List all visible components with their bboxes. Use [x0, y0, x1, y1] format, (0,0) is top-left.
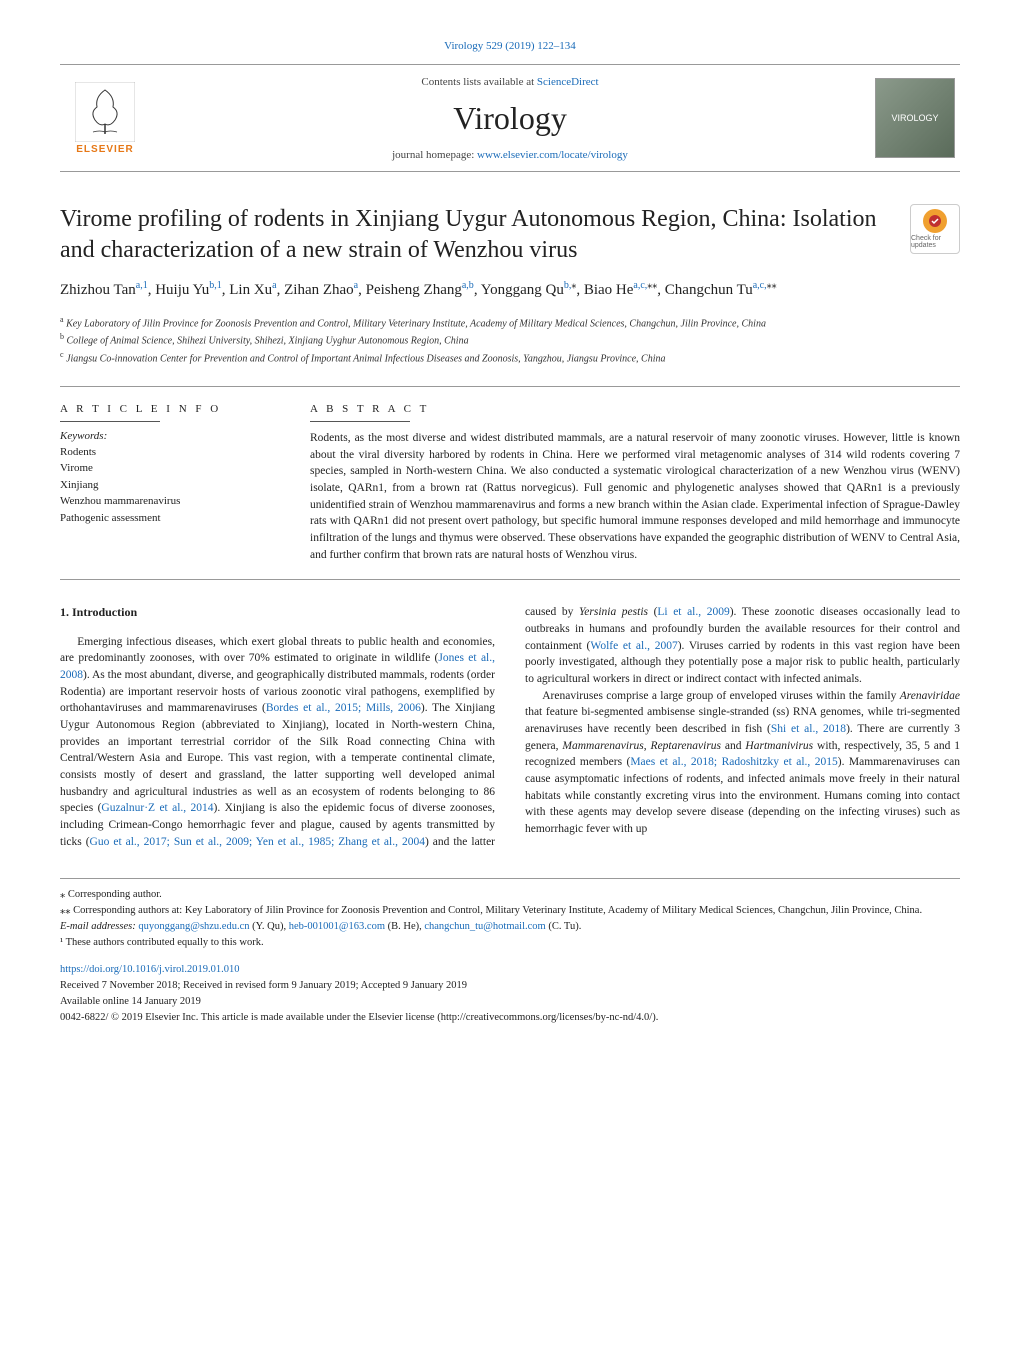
email-link-2[interactable]: heb-001001@163.com [289, 921, 385, 932]
doi-link[interactable]: https://doi.org/10.1016/j.virol.2019.01.… [60, 962, 960, 978]
journal-homepage-link[interactable]: www.elsevier.com/locate/virology [477, 149, 628, 161]
check-updates-label: Check for updates [911, 235, 959, 249]
footnotes-block: ⁎ Corresponding author. ⁎⁎ Corresponding… [60, 878, 960, 950]
email-link-1[interactable]: quyonggang@shzu.edu.cn [138, 921, 249, 932]
keywords-list: RodentsViromeXinjiangWenzhou mammarenavi… [60, 444, 280, 527]
journal-name: Virology [150, 100, 870, 137]
affiliation-b: b College of Animal Science, Shihezi Uni… [60, 331, 960, 348]
header-bar: ELSEVIER Contents lists available at Sci… [60, 64, 960, 172]
check-updates-icon [923, 209, 947, 233]
elsevier-wordmark: ELSEVIER [76, 144, 133, 155]
received-dates: Received 7 November 2018; Received in re… [60, 978, 960, 994]
copyright-line: 0042-6822/ © 2019 Elsevier Inc. This art… [60, 1010, 960, 1026]
equal-contribution-note: ¹ These authors contributed equally to t… [60, 935, 960, 951]
available-online: Available online 14 January 2019 [60, 994, 960, 1010]
abstract-divider [310, 421, 410, 422]
check-updates-badge[interactable]: Check for updates [910, 204, 960, 254]
article-title: Virome profiling of rodents in Xinjiang … [60, 204, 910, 266]
article-info-heading: A R T I C L E I N F O [60, 403, 280, 415]
elsevier-tree-icon [75, 82, 135, 142]
info-divider [60, 421, 160, 422]
keywords-label: Keywords: [60, 430, 280, 442]
affiliations-block: a Key Laboratory of Jilin Province for Z… [60, 314, 960, 366]
abstract-text: Rodents, as the most diverse and widest … [310, 430, 960, 563]
abstract-heading: A B S T R A C T [310, 403, 960, 415]
email-addresses: E-mail addresses: quyonggang@shzu.edu.cn… [60, 919, 960, 935]
homepage-prefix: journal homepage: [392, 149, 477, 161]
contents-prefix: Contents lists available at [421, 76, 536, 88]
elsevier-logo[interactable]: ELSEVIER [60, 73, 150, 163]
article-info-column: A R T I C L E I N F O Keywords: RodentsV… [60, 403, 280, 563]
homepage-line: journal homepage: www.elsevier.com/locat… [150, 149, 870, 161]
authors-line: Zhizhou Tana,1, Huiju Yub,1, Lin Xua, Zi… [60, 278, 960, 302]
contents-lists-line: Contents lists available at ScienceDirec… [150, 76, 870, 88]
corresponding-author-2: ⁎⁎ Corresponding authors at: Key Laborat… [60, 903, 960, 919]
email-link-3[interactable]: changchun_tu@hotmail.com [424, 921, 545, 932]
corresponding-author-1: ⁎ Corresponding author. [60, 887, 960, 903]
footer-block: https://doi.org/10.1016/j.virol.2019.01.… [60, 962, 960, 1025]
intro-paragraph-2: Arenaviruses comprise a large group of e… [525, 688, 960, 838]
affiliation-c: c Jiangsu Co-innovation Center for Preve… [60, 349, 960, 366]
header-center: Contents lists available at ScienceDirec… [150, 76, 870, 161]
body-two-column: 1. Introduction Emerging infectious dise… [60, 604, 960, 850]
virology-cover-icon: VIROLOGY [875, 78, 955, 158]
abstract-column: A B S T R A C T Rodents, as the most div… [310, 403, 960, 563]
journal-cover-thumbnail[interactable]: VIROLOGY [870, 73, 960, 163]
journal-citation[interactable]: Virology 529 (2019) 122–134 [60, 40, 960, 52]
affiliation-a: a Key Laboratory of Jilin Province for Z… [60, 314, 960, 331]
introduction-heading: 1. Introduction [60, 604, 495, 621]
sciencedirect-link[interactable]: ScienceDirect [537, 76, 599, 88]
